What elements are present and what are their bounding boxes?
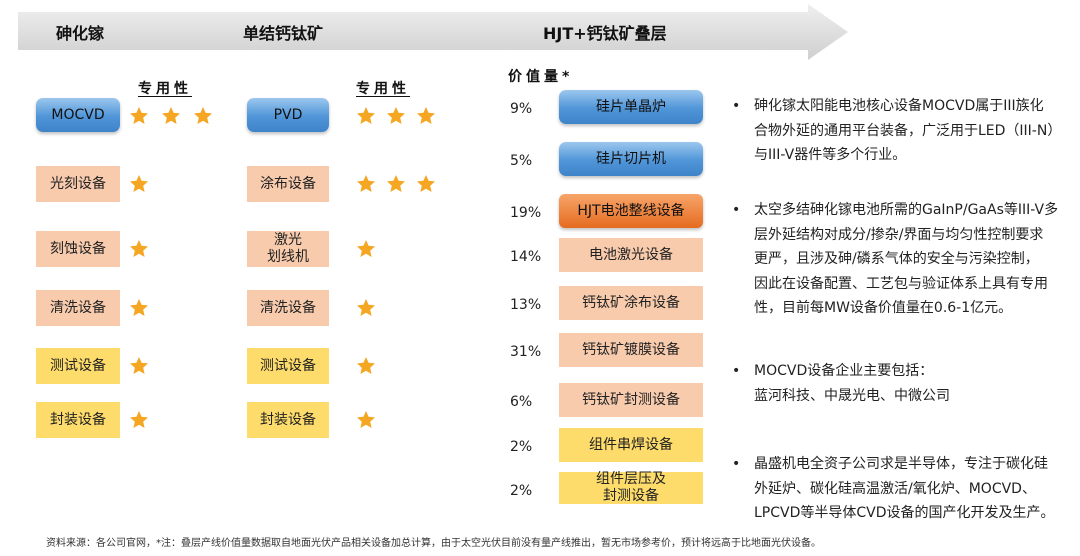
header-perovskite: 单结钙钛矿: [243, 24, 324, 43]
tandem-equipment-0: 硅片单晶炉: [559, 90, 703, 124]
bullet-line: 层外延结构对成分/掺杂/界面与均匀性控制要求: [754, 226, 1044, 243]
header-tandem: HJT+钙钛矿叠层: [543, 24, 667, 43]
perovskite-equipment-1: 涂布设备: [247, 166, 329, 202]
star-icon: [162, 107, 180, 124]
star-icon: [417, 107, 435, 124]
gaas-equipment-1: 光刻设备: [36, 166, 120, 202]
bullet-dot: •: [732, 456, 741, 472]
star-icon: [417, 175, 435, 192]
tandem-value-pct: 9%: [510, 101, 533, 117]
tandem-value-pct: 31%: [510, 344, 542, 360]
tandem-value-pct: 2%: [510, 439, 533, 455]
tandem-equipment-2: HJT电池整线设备: [559, 194, 703, 228]
perovskite-equipment-2: 激光 划线机: [247, 231, 329, 267]
gaas-equipment-5: 封装设备: [36, 402, 120, 438]
tandem-equipment-7: 组件串焊设备: [559, 428, 703, 462]
bullet-dot: •: [732, 363, 741, 379]
tandem-equipment-5: 钙钛矿镀膜设备: [559, 333, 703, 367]
bullet-line: 外延炉、碳化硅高温激活/氧化炉、MOCVD、: [754, 480, 1036, 497]
tandem-value-pct: 14%: [510, 249, 542, 265]
star-icon: [130, 411, 148, 428]
bullet-dot: •: [732, 202, 741, 218]
perovskite-equipment-5: 封装设备: [247, 402, 329, 438]
bullet-line: 太空多结砷化镓电池所需的GaInP/GaAs等III-V多: [754, 202, 1059, 218]
bullet-line: 蓝河科技、中晟光电、中微公司: [754, 387, 950, 404]
star-icon: [387, 107, 405, 124]
gaas-equipment-4: 测试设备: [36, 348, 120, 384]
star-icon: [130, 240, 148, 257]
bullet-line: 砷化镓太阳能电池核心设备MOCVD属于III族化: [754, 98, 1044, 114]
bullet-note-0: • 砷化镓太阳能电池核心设备MOCVD属于III族化合物外延的通用平台装备，广泛用…: [732, 94, 1072, 168]
bullet-note-1: • 太空多结砷化镓电池所需的GaInP/GaAs等III-V多 层外延结构对成分/掺…: [732, 198, 1072, 321]
tandem-value-pct: 5%: [510, 153, 533, 169]
tandem-equipment-4: 钙钛矿涂布设备: [559, 286, 703, 320]
star-icon: [357, 240, 375, 257]
tandem-value-pct: 2%: [510, 483, 533, 499]
perovskite-equipment-0: PVD: [247, 98, 329, 132]
bullet-line: LPCVD等半导体CVD设备的国产化开发及生产。: [754, 505, 1055, 521]
star-icon: [357, 299, 375, 316]
gaas-equipment-2: 刻蚀设备: [36, 231, 120, 267]
bullet-line: 因此在设备配置、工艺包与验证体系上具有专用: [754, 275, 1048, 292]
bullet-note-3: • 晶盛机电全资子公司求是半导体，专注于碳化硅 外延炉、碳化硅高温激活/氧化炉、MO…: [732, 452, 1072, 526]
gaas-equipment-0: MOCVD: [36, 98, 120, 132]
perovskite-equipment-4: 测试设备: [247, 348, 329, 384]
bullet-line: 性，目前每MW设备价值量在0.6-1亿元。: [754, 300, 1013, 316]
star-icon: [357, 107, 375, 124]
footnote: 资料来源：各公司官网，*注：叠层产线价值量数据取自地面光伏产品相关设备加总计算，…: [46, 538, 821, 549]
star-icon: [387, 175, 405, 192]
header-banner-arrow: [18, 4, 848, 60]
tandem-equipment-1: 硅片切片机: [559, 142, 703, 176]
tandem-equipment-8: 组件层压及 封测设备: [559, 471, 703, 504]
star-icon: [130, 107, 148, 124]
gaas-equipment-3: 清洗设备: [36, 290, 120, 326]
header-gaas: 砷化镓: [56, 24, 105, 43]
tandem-value-pct: 19%: [510, 205, 542, 221]
tandem-equipment-3: 电池激光设备: [559, 238, 703, 272]
tandem-value-pct: 6%: [510, 394, 533, 410]
star-icon: [130, 299, 148, 316]
bullet-line: 与III-V器件等多个行业。: [754, 147, 907, 163]
bullet-line: 晶盛机电全资子公司求是半导体，专注于碳化硅: [754, 456, 1048, 472]
bullet-line: 合物外延的通用平台装备，广泛用于LED（III-N）: [754, 122, 1062, 139]
star-icon: [357, 411, 375, 428]
star-icon: [130, 357, 148, 374]
tandem-value-title: 价值量*: [508, 69, 574, 85]
perovskite-specificity-title: 专用性: [356, 81, 410, 97]
bullet-dot: •: [732, 98, 741, 114]
star-icon: [357, 357, 375, 374]
bullet-line: 更严，且涉及砷/磷系气体的安全与污染控制，: [754, 251, 1039, 267]
gaas-specificity-title: 专用性: [138, 81, 192, 97]
bullet-note-2: • MOCVD设备企业主要包括： 蓝河科技、中晟光电、中微公司: [732, 359, 1072, 408]
star-icon: [357, 175, 375, 192]
perovskite-equipment-3: 清洗设备: [247, 290, 329, 326]
tandem-value-pct: 13%: [510, 297, 542, 313]
bullet-line: MOCVD设备企业主要包括：: [754, 363, 934, 379]
tandem-equipment-6: 钙钛矿封测设备: [559, 383, 703, 417]
star-icon: [130, 175, 148, 192]
star-icon: [194, 107, 212, 124]
